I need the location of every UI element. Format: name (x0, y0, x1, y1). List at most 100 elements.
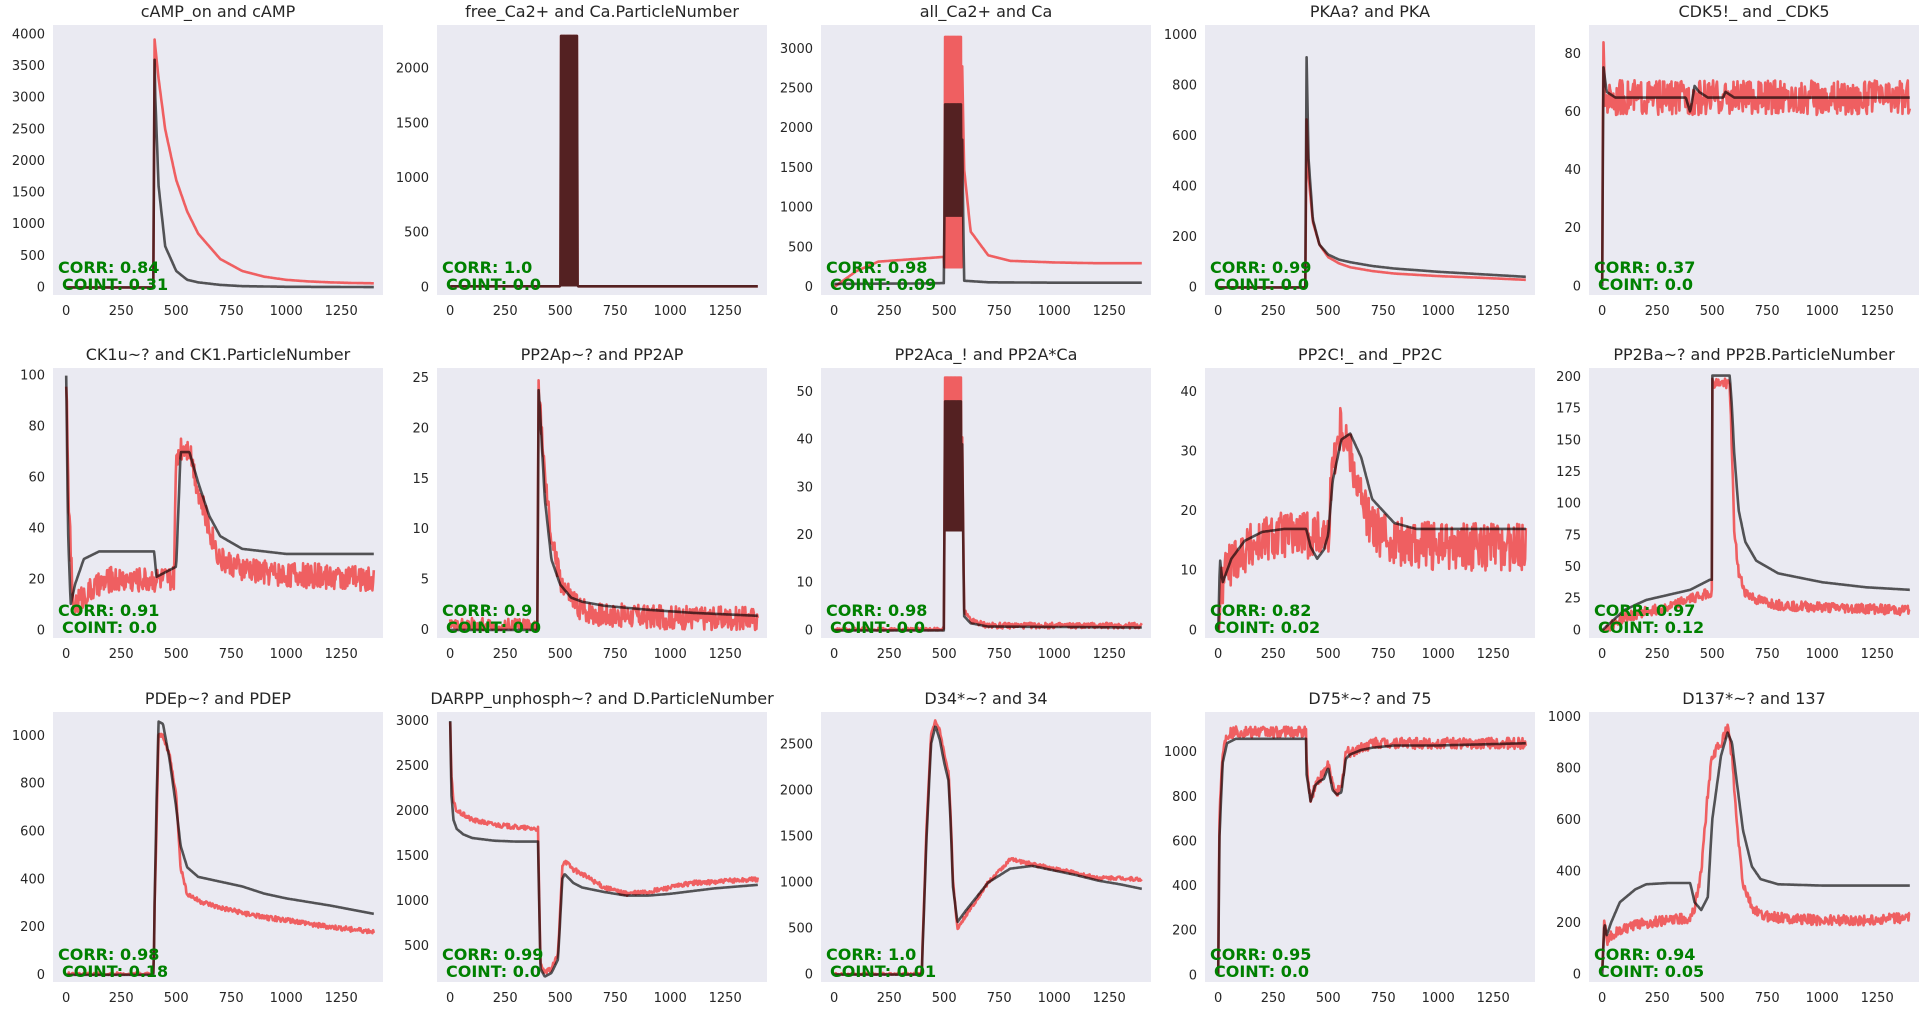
series-line-1 (448, 721, 760, 975)
x-tick-label: 250 (109, 304, 134, 319)
chart-title: D137*~? and 137 (1682, 689, 1826, 708)
y-tick-label: 0 (1189, 280, 1197, 295)
plot-area (437, 712, 767, 982)
plot-area (1205, 25, 1535, 295)
chart-panel-9: PP2C!_ and _PP2C 0 250 500 750 1000 1250 0 10 20 3… (1180, 345, 1535, 662)
y-tick-label: 3000 (396, 714, 429, 729)
y-tick-label: 0 (421, 280, 429, 295)
chart-panel-13: D34*~? and 34 0 250 500 750 1000 1250 0 500 1000 1… (780, 689, 1151, 1006)
y-tick-label: 200 (1556, 370, 1581, 385)
x-tick-label: 500 (1316, 991, 1341, 1006)
plot-area (1589, 25, 1919, 295)
x-tick-label: 1000 (1806, 304, 1839, 319)
corr-annotation: CORR: 0.9 (442, 601, 532, 620)
series-line-1 (833, 35, 1143, 289)
x-tick-label: 750 (987, 647, 1012, 662)
y-tick-label: 2500 (780, 737, 813, 752)
y-tick-label: 2000 (396, 804, 429, 819)
x-tick-label: 500 (548, 991, 573, 1006)
x-tick-label: 0 (62, 304, 70, 319)
corr-annotation: CORR: 0.99 (442, 945, 543, 964)
x-tick-label: 250 (1645, 991, 1670, 1006)
x-tick-label: 250 (877, 647, 902, 662)
chart-title: PKAa? and PKA (1310, 2, 1430, 21)
x-tick-label: 0 (830, 991, 838, 1006)
y-tick-label: 10 (412, 522, 429, 537)
series-line-2 (65, 58, 375, 289)
x-tick-label: 750 (219, 991, 244, 1006)
y-tick-label: 20 (796, 528, 813, 543)
x-tick-label: 1000 (1422, 304, 1455, 319)
x-tick-label: 750 (1371, 304, 1396, 319)
y-tick-label: 3000 (12, 91, 45, 106)
y-tick-label: 30 (1180, 444, 1197, 459)
series-line-2 (1600, 66, 1911, 287)
coint-annotation: COINT: 0.0 (830, 618, 925, 637)
y-tick-label: 200 (1172, 924, 1197, 939)
y-tick-label: 500 (404, 939, 429, 954)
x-tick-label: 1000 (654, 647, 687, 662)
x-tick-label: 500 (932, 304, 957, 319)
x-tick-label: 500 (1700, 647, 1725, 662)
y-tick-label: 20 (412, 421, 429, 436)
y-tick-label: 40 (1564, 163, 1581, 178)
y-tick-label: 1000 (12, 217, 45, 232)
x-tick-label: 0 (1214, 304, 1222, 319)
corr-annotation: CORR: 0.95 (1210, 945, 1311, 964)
plot-area (821, 368, 1151, 638)
x-tick-label: 500 (1700, 304, 1725, 319)
y-tick-label: 2000 (780, 783, 813, 798)
x-tick-label: 1250 (325, 304, 358, 319)
x-tick-label: 500 (548, 304, 573, 319)
y-tick-label: 0 (37, 280, 45, 295)
series-line-2 (1217, 55, 1527, 289)
x-tick-label: 0 (446, 647, 454, 662)
x-tick-label: 500 (932, 991, 957, 1006)
x-tick-label: 250 (109, 647, 134, 662)
series-line-2 (449, 34, 759, 288)
y-tick-label: 500 (20, 249, 45, 264)
y-tick-label: 1500 (12, 186, 45, 201)
series-line-2 (833, 725, 1143, 976)
x-tick-label: 500 (1316, 647, 1341, 662)
x-tick-label: 250 (109, 991, 134, 1006)
x-tick-label: 0 (1598, 991, 1606, 1006)
plot-area (53, 712, 383, 982)
corr-annotation: CORR: 0.98 (826, 258, 927, 277)
corr-annotation: CORR: 0.99 (1210, 258, 1311, 277)
chart-title: PP2C!_ and _PP2C (1298, 345, 1442, 365)
y-tick-label: 2500 (780, 82, 813, 97)
y-tick-label: 500 (404, 226, 429, 241)
y-tick-label: 20 (28, 572, 45, 587)
y-tick-label: 400 (20, 872, 45, 887)
plot-area (437, 25, 767, 295)
y-tick-label: 50 (1564, 560, 1581, 575)
y-tick-label: 20 (1180, 504, 1197, 519)
chart-panel-7: PP2Ap~? and PP2AP 0 250 500 750 1000 1250 0 5 10 1… (412, 345, 767, 662)
x-tick-label: 500 (548, 647, 573, 662)
y-tick-label: 20 (1564, 221, 1581, 236)
x-tick-label: 1250 (1861, 647, 1894, 662)
y-tick-label: 400 (1172, 879, 1197, 894)
series-line-2 (1601, 374, 1911, 632)
y-tick-label: 1500 (396, 116, 429, 131)
y-tick-label: 3500 (12, 59, 45, 74)
series-line-1 (1216, 406, 1528, 632)
x-tick-label: 0 (830, 647, 838, 662)
y-tick-label: 3000 (780, 42, 813, 57)
chart-panel-1: cAMP_on and cAMP 0 250 500 750 1000 1250 0 500 10… (12, 2, 383, 319)
y-tick-label: 25 (412, 371, 429, 386)
coint-annotation: COINT: 0.0 (1214, 962, 1309, 981)
y-tick-label: 10 (1180, 564, 1197, 579)
y-tick-label: 200 (20, 920, 45, 935)
y-tick-label: 175 (1556, 402, 1581, 417)
chart-title: CK1u~? and CK1.ParticleNumber (86, 345, 351, 364)
series-line-1 (64, 386, 376, 614)
x-tick-label: 1000 (1422, 991, 1455, 1006)
chart-title: D34*~? and 34 (924, 689, 1047, 708)
y-tick-label: 600 (1172, 129, 1197, 144)
chart-title: CDK5!_ and _CDK5 (1678, 2, 1829, 22)
chart-title: PP2Ba~? and PP2B.ParticleNumber (1613, 345, 1895, 364)
chart-panel-11: PDEp~? and PDEP 0 250 500 750 1000 1250 0 200 400… (12, 689, 383, 1006)
series-line-2 (833, 103, 1143, 286)
